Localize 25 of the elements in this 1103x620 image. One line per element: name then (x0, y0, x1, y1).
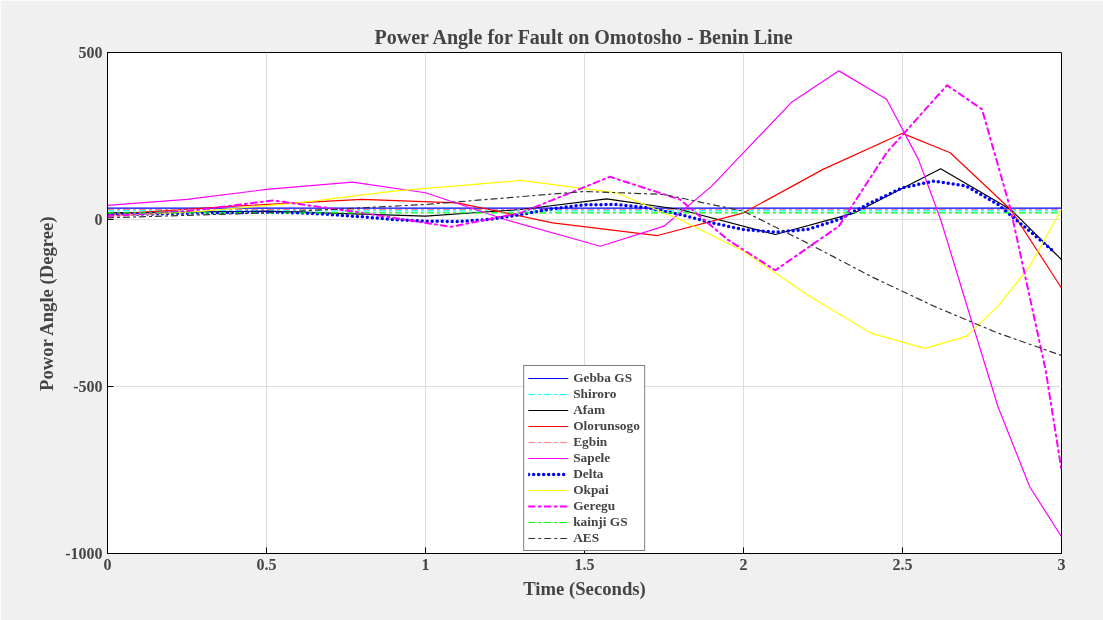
legend-label: Geregu (573, 498, 616, 514)
y-tick-label: -500 (73, 378, 103, 395)
x-tick-label: 2 (739, 555, 748, 573)
y-tick-label: 0 (94, 211, 103, 228)
legend-label: Okpai (573, 482, 609, 498)
x-tick-label: 1 (421, 555, 430, 573)
y-tick-label: -1000 (65, 545, 103, 562)
x-tick-label: 3 (1057, 555, 1066, 573)
legend-label: Olorunsogo (573, 418, 640, 434)
x-tick-label: 1.5 (574, 555, 595, 573)
y-axis-title: Powor Angle (Degree) (36, 216, 59, 391)
x-tick-label: 2.5 (892, 555, 913, 573)
legend-label: AES (573, 530, 600, 546)
chart-title: Power Angle for Fault on Omotosho - Benin Line (374, 25, 793, 49)
x-tick-label: 0.5 (256, 555, 277, 573)
legend-label: Gebba GS (573, 370, 633, 386)
legend-label: Delta (573, 466, 604, 482)
legend-label: Shiroro (573, 386, 617, 402)
y-tick-label: 500 (78, 44, 103, 61)
legend-label: kainji GS (573, 514, 628, 530)
legend-label: Sapele (573, 450, 611, 466)
x-axis-title: Time (Seconds) (523, 577, 646, 600)
legend-label: Egbin (573, 434, 608, 450)
line-series (107, 132, 1062, 289)
legend-label: Afam (573, 402, 606, 418)
